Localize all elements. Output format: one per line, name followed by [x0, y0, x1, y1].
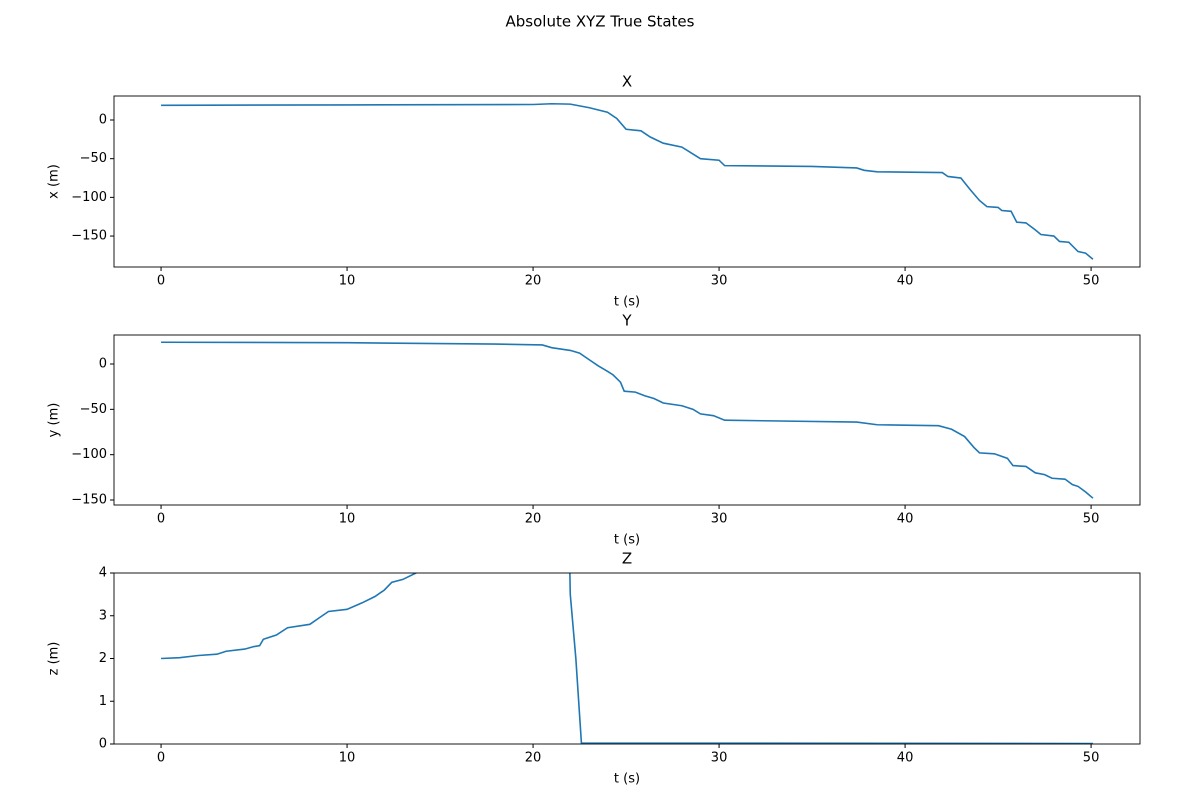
x-tick-label: 40 — [897, 512, 914, 527]
x-tick-label: 40 — [897, 274, 914, 289]
data-line — [161, 102, 1094, 260]
x-tick-label: 10 — [339, 274, 356, 289]
x-tick-label: 20 — [525, 274, 542, 289]
y-tick-label: −50 — [80, 151, 107, 166]
x-tick-label: 30 — [711, 274, 728, 289]
subplot: Xt (s) x (m) 0 10 20 30 40 50 0 −50 −100 −150 — [47, 73, 1141, 310]
x-tick-label: 50 — [1083, 274, 1100, 289]
subplot: Zt (s) z (m) 0 10 20 30 40 50 0 1 2 3 4 — [47, 550, 1141, 787]
x-axis-label: t (s) — [614, 772, 640, 787]
x-tick-label: 50 — [1083, 512, 1100, 527]
subplot-title: X — [622, 73, 632, 91]
x-tick-label: 0 — [157, 512, 165, 527]
x-tick-label: 40 — [897, 751, 914, 766]
x-axis-label: t (s) — [614, 533, 640, 548]
figure-title: Absolute XYZ True States — [506, 13, 695, 31]
x-tick-label: 30 — [711, 512, 728, 527]
y-tick-label: 0 — [99, 357, 107, 372]
x-tick-label: 0 — [157, 274, 165, 289]
subplot-title: Z — [622, 550, 632, 568]
axes-frame — [113, 95, 1141, 268]
y-tick-label: 2 — [99, 651, 107, 666]
y-tick-label: 1 — [99, 694, 107, 709]
y-tick-label: 4 — [99, 566, 107, 581]
y-axis-label: z (m) — [47, 642, 62, 676]
y-tick-label: −150 — [71, 493, 107, 508]
x-tick-label: 30 — [711, 751, 728, 766]
subplot-title: Y — [621, 312, 632, 330]
subplot: Yt (s) y (m) 0 10 20 30 40 50 0 −50 −100 −150 — [47, 312, 1141, 548]
y-axis-label: x (m) — [47, 164, 62, 199]
y-tick-label: −150 — [71, 229, 107, 244]
y-tick-label: −50 — [80, 402, 107, 417]
axes-frame — [113, 572, 1141, 745]
x-tick-label: 20 — [525, 512, 542, 527]
y-tick-label: 0 — [99, 737, 107, 752]
data-line — [161, 573, 1093, 744]
x-tick-label: 0 — [157, 751, 165, 766]
x-tick-label: 50 — [1083, 751, 1100, 766]
y-tick-label: −100 — [71, 190, 107, 205]
y-tick-label: 0 — [99, 112, 107, 127]
x-tick-label: 10 — [339, 751, 356, 766]
data-line — [161, 341, 1094, 499]
x-tick-label: 20 — [525, 751, 542, 766]
x-tick-label: 10 — [339, 512, 356, 527]
y-axis-label: y (m) — [47, 403, 62, 438]
y-tick-label: −100 — [71, 447, 107, 462]
y-tick-label: 3 — [99, 608, 107, 623]
axes-frame — [113, 334, 1141, 506]
x-axis-label: t (s) — [614, 295, 640, 310]
